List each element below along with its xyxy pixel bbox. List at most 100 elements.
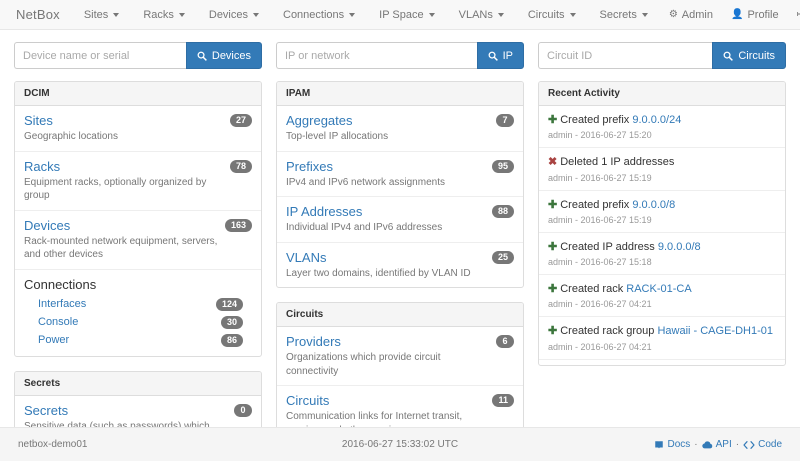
link-aggregates[interactable]: Aggregates	[286, 113, 353, 128]
plus-icon: ✚	[548, 283, 558, 296]
chevron-down-icon	[641, 12, 648, 17]
nav-item-circuits[interactable]: Circuits	[516, 9, 588, 21]
list-item-power[interactable]: Power 86	[24, 331, 252, 349]
circuit-search-button-label: Circuits	[738, 49, 775, 62]
list-item-ip-addresses[interactable]: IP Addresses 88 Individual IPv4 and IPv6…	[277, 197, 523, 243]
activity-item[interactable]: ✚ Created rack RACK-01-CA admin - 2016-06…	[539, 275, 785, 318]
device-search-button[interactable]: Devices	[185, 42, 262, 69]
chevron-down-icon	[428, 12, 435, 17]
list-item-aggregates[interactable]: Aggregates 7 Top-level IP allocations	[277, 106, 523, 152]
list-item-console[interactable]: Console 30	[24, 313, 252, 331]
list-item-racks[interactable]: Racks 78 Equipment racks, optionally org…	[15, 152, 261, 211]
nav-item-sites[interactable]: Sites	[72, 9, 131, 21]
panel-recent-activity: Recent Activity ✚ Created prefix 9.0.0.0/…	[538, 81, 786, 366]
ip-search-input[interactable]	[276, 42, 477, 69]
activity-line: ✖ Deleted 1 IP addresses	[548, 155, 776, 169]
footer-links: Docs · API · Code	[654, 439, 782, 450]
nav-item-profile[interactable]: 👤 Profile	[722, 9, 788, 21]
link-ip-addresses[interactable]: IP Addresses	[286, 204, 363, 219]
list-item-interfaces[interactable]: Interfaces 124	[24, 295, 252, 313]
link-vlans[interactable]: VLANs	[286, 249, 327, 265]
link-interfaces[interactable]: Interfaces	[38, 297, 87, 310]
link-secrets[interactable]: Secrets	[24, 402, 69, 418]
desc-providers: Organizations which provide circuit conn…	[286, 352, 441, 377]
activity-object-link[interactable]: 9.0.0.0/8	[657, 240, 701, 253]
activity-item[interactable]: ✚ Created rack group Hawaii - CAGE-DH1-01…	[539, 317, 785, 360]
list-item-vlans[interactable]: VLANs 25 Layer two domains, identified b…	[277, 243, 523, 288]
nav-item-ip-space[interactable]: IP Space	[367, 9, 446, 21]
link-providers[interactable]: Providers	[286, 334, 341, 349]
nav-item-connections[interactable]: Connections	[271, 9, 367, 21]
activity-item[interactable]: ✖ Deleted 1 IP addresses admin - 2016-06-…	[539, 148, 785, 191]
link-racks[interactable]: Racks	[24, 158, 61, 174]
page-footer: netbox-demo01 2016-06-27 15:33:02 UTC Do…	[0, 427, 800, 461]
chevron-down-icon	[497, 12, 504, 17]
nav-item-vlans[interactable]: VLANs	[447, 9, 516, 21]
nav-item-secrets[interactable]: Secrets	[588, 9, 660, 21]
nav-item-label: IP Space	[379, 8, 424, 21]
link-console[interactable]: Console	[38, 315, 79, 328]
plus-icon: ✚	[548, 325, 558, 338]
badge-circuits-count: 11	[492, 394, 514, 407]
footer-separator: ·	[735, 439, 740, 450]
list-item-providers[interactable]: Providers 6 Organizations which provide …	[277, 327, 523, 386]
link-power[interactable]: Power	[38, 333, 70, 346]
activity-object-link[interactable]: RACK-01-CA	[626, 283, 692, 296]
activity-item[interactable]: ✚ Created prefix 9.0.0.0/24 admin - 2016-…	[539, 106, 785, 149]
device-search-form: Devices	[14, 42, 262, 69]
panel-ipam-title: IPAM	[277, 82, 523, 106]
link-circuits[interactable]: Circuits	[286, 393, 330, 408]
nav-item-label: Profile	[747, 8, 779, 21]
activity-item[interactable]: ✚ Created IP address 9.0.0.0/8 admin - 20…	[539, 233, 785, 276]
circuit-search-input[interactable]	[538, 42, 713, 69]
list-item-prefixes[interactable]: Prefixes 95 IPv4 and IPv6 network assign…	[277, 152, 523, 197]
activity-object-link[interactable]: 9.0.0.0/8	[632, 198, 676, 211]
nav-item-racks[interactable]: Racks	[131, 9, 197, 21]
chevron-down-icon	[178, 12, 185, 17]
search-row: Devices IP Circuits	[0, 30, 800, 69]
plus-icon: ✚	[548, 114, 558, 126]
activity-meta: admin - 2016-06-27 15:20	[548, 130, 652, 141]
link-devices[interactable]: Devices	[24, 217, 71, 233]
activity-line: ✚ Created rack RACK-01-CA	[548, 282, 776, 296]
nav-item-label: Racks	[143, 8, 174, 21]
activity-action: Deleted 1 IP addresses	[560, 156, 675, 169]
activity-scroll-area[interactable]: ✚ Created prefix 9.0.0.0/24 admin - 2016-…	[539, 106, 785, 365]
badge-console-count: 30	[220, 315, 243, 329]
activity-item[interactable]: ✎Modified device type Dell PowerEdge R63…	[539, 360, 785, 365]
brand-netbox[interactable]: NetBox	[16, 7, 60, 22]
badge-secrets-count: 0	[234, 403, 252, 417]
logout-icon: ↦	[797, 9, 800, 20]
list-item-devices[interactable]: Devices 163 Rack-mounted network equipme…	[15, 211, 261, 270]
dcim-list: Sites 27 Geographic locations Racks 78 E…	[15, 106, 261, 356]
code-icon	[743, 440, 755, 449]
link-sites[interactable]: Sites	[24, 113, 53, 128]
nav-item-devices[interactable]: Devices	[197, 9, 271, 21]
activity-meta: admin - 2016-06-27 04:21	[548, 299, 652, 310]
activity-object-link[interactable]: 9.0.0.0/24	[632, 114, 682, 126]
nav-item-admin[interactable]: ⚙ Admin	[660, 9, 722, 21]
badge-racks-count: 78	[229, 159, 252, 173]
badge-aggregates-count: 7	[496, 114, 514, 127]
link-prefixes[interactable]: Prefixes	[286, 158, 333, 174]
top-navbar: NetBox Sites Racks Devices Connections I…	[0, 0, 800, 30]
column-right: Recent Activity ✚ Created prefix 9.0.0.0/…	[538, 81, 786, 380]
connections-list: Interfaces 124 Console 30 Power 86	[24, 295, 252, 349]
device-search-input[interactable]	[14, 42, 186, 69]
activity-item[interactable]: ✚ Created prefix 9.0.0.0/8 admin - 2016-0…	[539, 191, 785, 233]
activity-action: Created IP address	[560, 240, 655, 253]
device-search-button-label: Devices	[211, 49, 251, 62]
footer-link-docs[interactable]: Docs	[654, 439, 690, 450]
search-icon	[488, 51, 498, 61]
panel-circuits: Circuits Providers 6 Organizations which…	[276, 302, 524, 445]
ip-search-button[interactable]: IP	[476, 42, 524, 69]
activity-object-link[interactable]: Hawaii - CAGE-DH1-01	[657, 325, 773, 338]
nav-item-logout[interactable]: ↦ Log out	[788, 9, 800, 21]
connections-title: Connections	[24, 276, 97, 292]
circuit-search-button[interactable]: Circuits	[712, 42, 786, 69]
activity-meta: admin - 2016-06-27 04:21	[548, 341, 652, 352]
plus-icon: ✚	[548, 240, 558, 253]
list-item-sites[interactable]: Sites 27 Geographic locations	[15, 106, 261, 152]
footer-link-api[interactable]: API	[701, 439, 732, 450]
footer-link-code[interactable]: Code	[743, 439, 782, 450]
